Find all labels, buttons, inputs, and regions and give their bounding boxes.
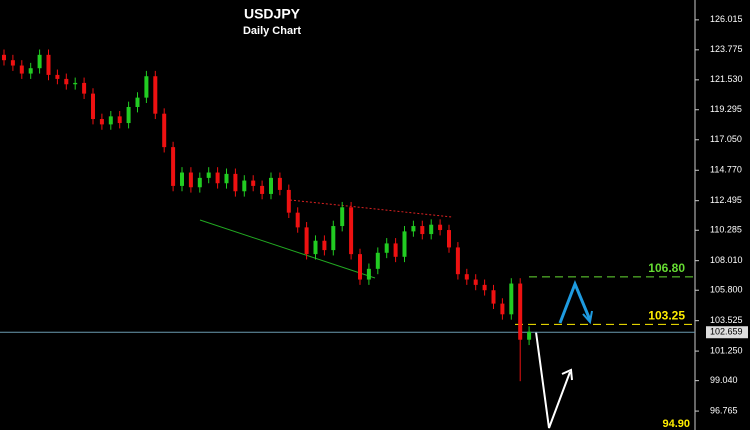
candle-body	[162, 113, 167, 148]
candle-body	[455, 247, 460, 275]
candle-body	[251, 180, 256, 186]
candle-body	[438, 224, 443, 231]
candle-body	[171, 147, 176, 186]
projection-arrow	[558, 279, 592, 324]
current-price-label: 102.659	[710, 327, 743, 337]
candle-body	[304, 227, 309, 255]
y-tick-label: 103.525	[710, 315, 743, 325]
candle-body	[117, 116, 122, 124]
candle-body	[126, 106, 131, 124]
projection-arrow	[535, 331, 571, 429]
candle-body	[482, 284, 487, 291]
candle-body	[82, 82, 87, 94]
candle-body	[500, 303, 505, 315]
y-tick-label: 101.250	[710, 345, 743, 355]
arrow-head	[561, 368, 573, 381]
y-tick-label: 110.285	[710, 225, 742, 235]
candle-body	[429, 224, 434, 235]
resistance-trendline	[289, 199, 453, 218]
y-tick-label: 117.050	[710, 134, 742, 144]
candle-body	[313, 240, 318, 255]
support-trendline	[199, 219, 376, 279]
candle-body	[10, 60, 15, 66]
candle-body	[99, 119, 104, 125]
candle-body	[108, 116, 113, 125]
candle-body	[144, 76, 149, 98]
y-tick-label: 114.770	[710, 165, 742, 175]
candle-body	[242, 180, 247, 192]
candle-body	[55, 74, 60, 79]
candle-body	[135, 97, 140, 107]
candle-body	[509, 283, 514, 315]
candle-body	[366, 268, 371, 280]
candle-body	[153, 76, 158, 114]
candle-body	[402, 231, 407, 257]
candle-body	[295, 212, 300, 228]
y-tick-label: 112.495	[710, 195, 742, 205]
candle-body	[340, 207, 345, 227]
y-tick-label: 119.295	[710, 104, 742, 114]
candle-body	[464, 274, 469, 280]
candle-body	[46, 54, 51, 75]
level-label: 106.80	[648, 261, 685, 275]
candle-body	[260, 185, 265, 194]
current-price-tag	[706, 326, 748, 339]
candle-body	[215, 172, 220, 184]
candle-body	[447, 230, 451, 248]
candle-body	[64, 78, 69, 85]
candle-body	[358, 254, 362, 280]
target-label: 94.90	[662, 418, 690, 430]
candle-body	[473, 279, 478, 285]
candle-body	[322, 240, 327, 251]
candle-body	[73, 82, 78, 85]
candle-body	[420, 226, 425, 235]
level-label: 103.25	[648, 309, 685, 323]
candle-body	[2, 54, 6, 61]
candle-body	[180, 172, 184, 186]
candle-body	[206, 172, 211, 178]
candle-body	[269, 177, 273, 194]
candle-body	[411, 226, 416, 232]
candle-body	[375, 252, 380, 269]
candle-body	[518, 283, 523, 340]
candle-body	[384, 243, 389, 253]
candle-body	[197, 177, 202, 188]
y-tick-label: 126.015	[710, 14, 743, 24]
arrow-head	[582, 310, 593, 325]
y-tick-label: 123.775	[710, 44, 743, 54]
chart-title: USDJPY	[244, 6, 301, 22]
candle-body	[491, 290, 496, 304]
candle-body	[331, 226, 336, 251]
candle-body	[37, 54, 42, 69]
candle-body	[277, 177, 282, 190]
y-tick-label: 105.800	[710, 285, 743, 295]
y-tick-label: 121.530	[710, 74, 743, 84]
candle-body	[393, 243, 398, 257]
chart-subtitle: Daily Chart	[243, 25, 301, 37]
candle-body	[286, 189, 291, 213]
candle-body	[28, 68, 33, 74]
candle-body	[527, 331, 532, 340]
candle-body	[224, 173, 229, 184]
y-tick-label: 108.010	[710, 255, 743, 265]
candle-body	[349, 207, 354, 255]
y-tick-label: 99.040	[710, 375, 738, 385]
candle-body	[233, 173, 238, 192]
candle-body	[91, 93, 95, 120]
y-tick-label: 96.765	[710, 405, 738, 415]
candle-body	[19, 65, 24, 74]
candle-body	[188, 172, 193, 188]
